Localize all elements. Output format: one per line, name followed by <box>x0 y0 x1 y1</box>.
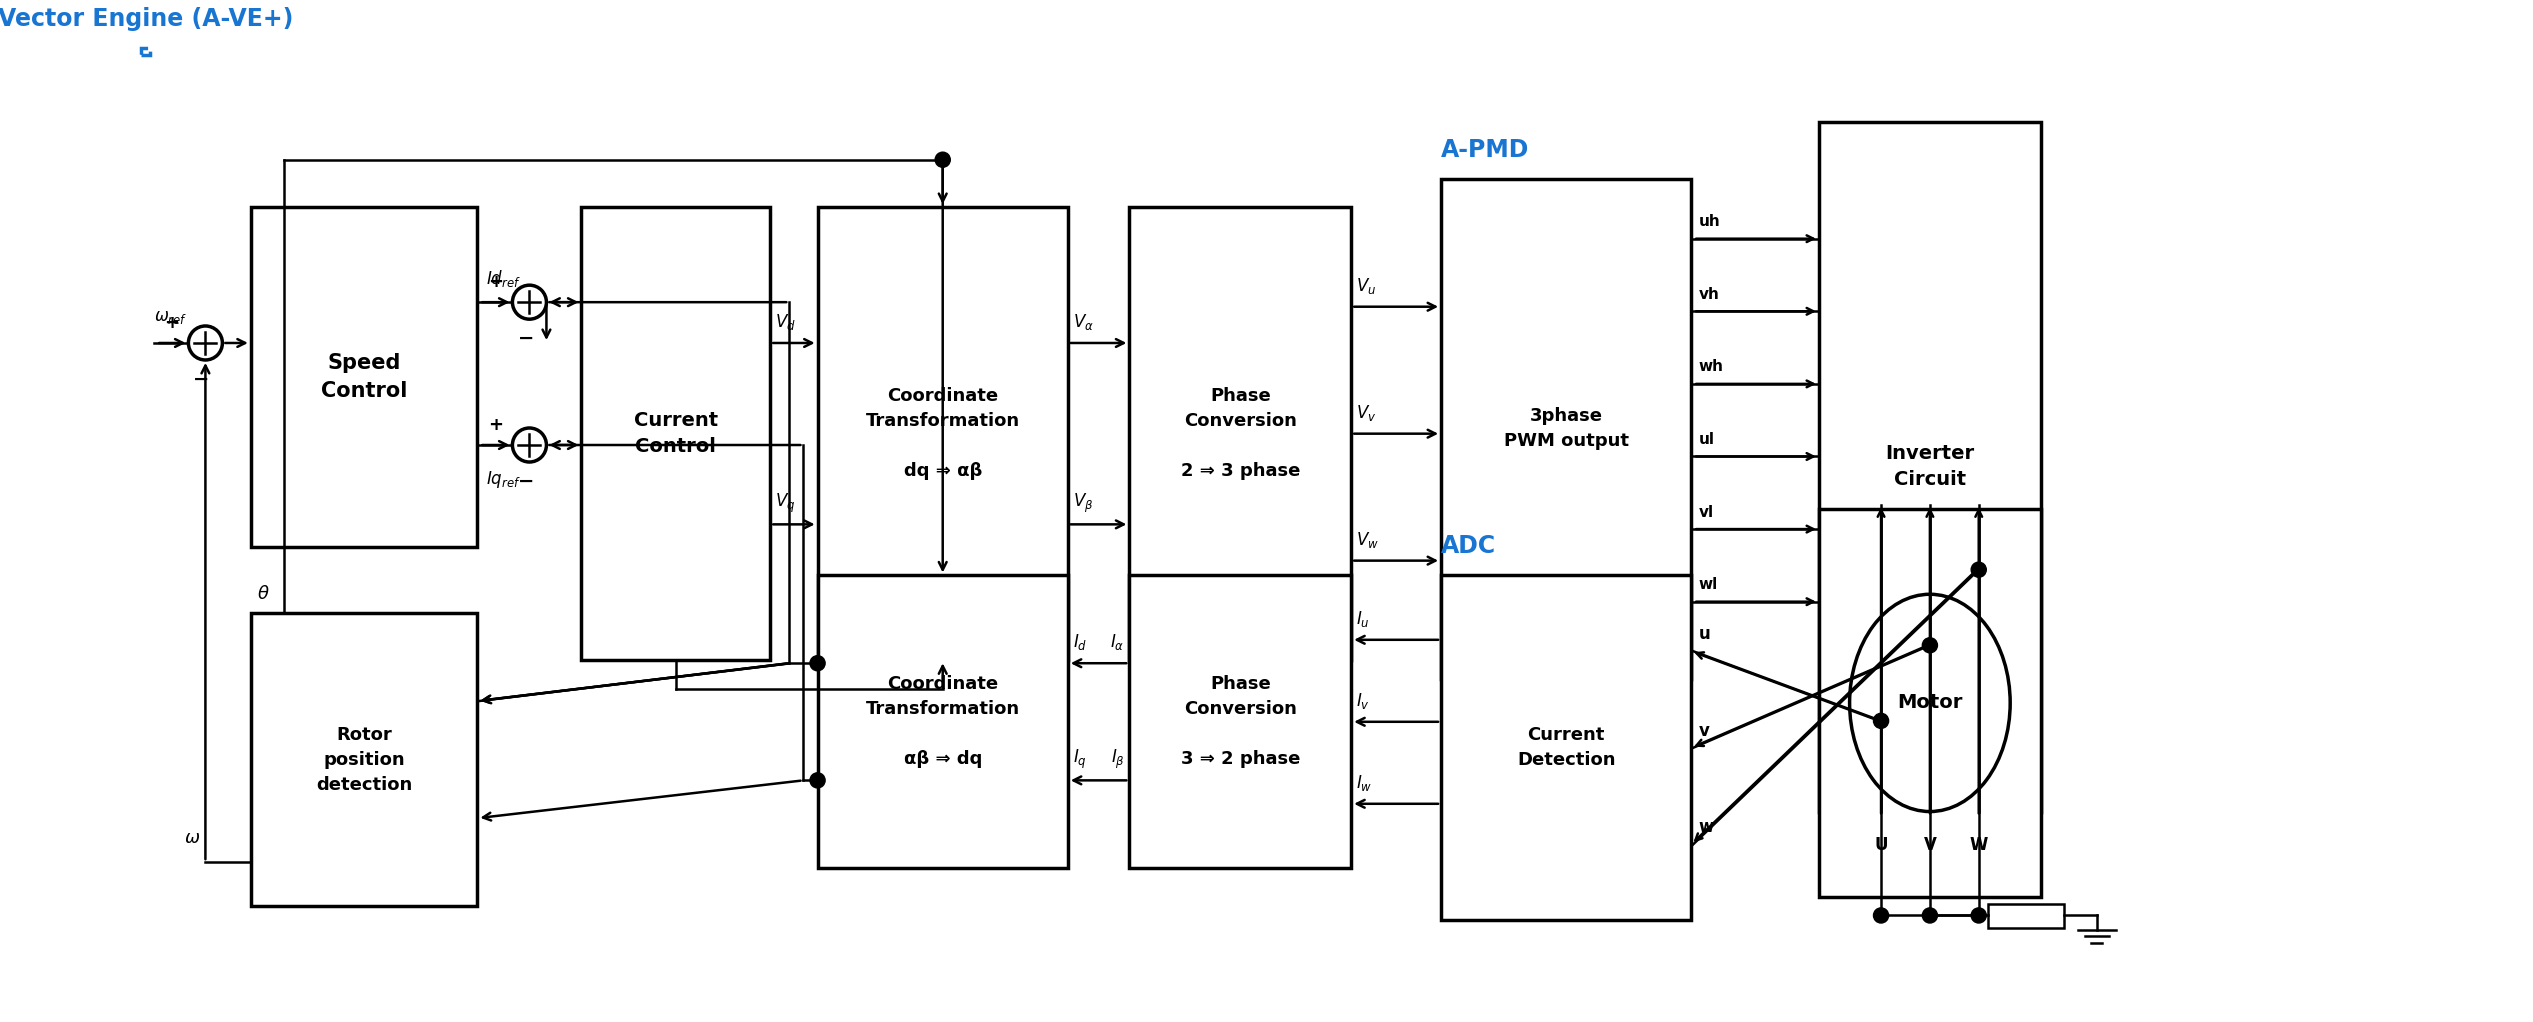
Text: Coordinate
Transformation

αβ ⇒ dq: Coordinate Transformation αβ ⇒ dq <box>866 676 1021 769</box>
Text: Rotor
position
detection: Rotor position detection <box>317 726 413 793</box>
Bar <box>818 575 1069 869</box>
Bar <box>1988 904 2064 928</box>
Circle shape <box>935 152 950 168</box>
Text: $V_\alpha$: $V_\alpha$ <box>1071 312 1094 332</box>
Text: $I_\beta$: $I_\beta$ <box>1109 748 1125 772</box>
Circle shape <box>1874 713 1890 729</box>
Text: v: v <box>1700 722 1710 740</box>
Text: Current
Control: Current Control <box>633 411 717 457</box>
Text: $Id_{ref}$: $Id_{ref}$ <box>486 268 522 289</box>
Text: +: + <box>489 416 504 433</box>
Circle shape <box>512 428 547 462</box>
Text: Inverter
Circuit: Inverter Circuit <box>1885 444 1973 490</box>
Text: Phase
Conversion

3 ⇒ 2 phase: Phase Conversion 3 ⇒ 2 phase <box>1180 676 1299 769</box>
Text: $\omega$: $\omega$ <box>185 830 200 847</box>
Circle shape <box>811 656 826 670</box>
Text: $I_q$: $I_q$ <box>1071 748 1087 772</box>
Text: vl: vl <box>1700 505 1715 519</box>
Text: ul: ul <box>1700 432 1715 447</box>
Text: Current
Detection: Current Detection <box>1517 727 1616 770</box>
Text: +: + <box>165 314 180 332</box>
Text: Vector Engine (A-VE+): Vector Engine (A-VE+) <box>0 7 294 32</box>
Text: $V_q$: $V_q$ <box>775 492 795 515</box>
Text: W: W <box>1971 836 1988 853</box>
Circle shape <box>512 285 547 319</box>
Text: A-PMD: A-PMD <box>1441 138 1530 161</box>
Text: w: w <box>1700 819 1715 836</box>
Bar <box>142 48 149 55</box>
Text: $Iq_{ref}$: $Iq_{ref}$ <box>486 469 522 490</box>
Text: +: + <box>489 273 504 291</box>
Text: ADC: ADC <box>1441 535 1497 558</box>
Text: Motor: Motor <box>1897 693 1963 712</box>
Bar <box>1441 179 1692 680</box>
Text: 3phase
PWM output: 3phase PWM output <box>1505 408 1629 451</box>
Bar <box>818 206 1069 660</box>
Bar <box>251 613 479 905</box>
Text: Phase
Conversion

2 ⇒ 3 phase: Phase Conversion 2 ⇒ 3 phase <box>1180 387 1299 480</box>
Text: V: V <box>1923 836 1935 853</box>
Circle shape <box>1971 562 1986 577</box>
Text: $V_d$: $V_d$ <box>775 312 795 332</box>
Text: −: − <box>193 369 210 388</box>
Text: −: − <box>517 329 534 347</box>
Circle shape <box>1971 908 1986 923</box>
Text: $I_\alpha$: $I_\alpha$ <box>1109 633 1125 652</box>
Text: $I_d$: $I_d$ <box>1071 633 1087 652</box>
Circle shape <box>187 326 223 360</box>
Circle shape <box>1874 908 1890 923</box>
Text: $I_v$: $I_v$ <box>1355 691 1370 711</box>
Circle shape <box>811 773 826 788</box>
Circle shape <box>1923 908 1938 923</box>
Text: wh: wh <box>1700 360 1725 374</box>
Text: wl: wl <box>1700 577 1717 592</box>
Text: $I_u$: $I_u$ <box>1355 609 1370 629</box>
Text: uh: uh <box>1700 215 1720 229</box>
Text: $V_v$: $V_v$ <box>1355 403 1375 423</box>
Text: Speed
Control: Speed Control <box>322 353 408 401</box>
Text: Coordinate
Transformation

dq ⇒ αβ: Coordinate Transformation dq ⇒ αβ <box>866 387 1021 480</box>
Text: $V_\beta$: $V_\beta$ <box>1071 492 1094 515</box>
Bar <box>251 206 479 547</box>
Bar <box>583 206 770 660</box>
Text: U: U <box>1874 836 1887 853</box>
Text: $\omega_{ref}$: $\omega_{ref}$ <box>155 308 187 326</box>
Bar <box>1819 122 2042 811</box>
Text: vh: vh <box>1700 287 1720 301</box>
Bar <box>1130 575 1350 869</box>
Text: −: − <box>517 471 534 491</box>
Text: $V_u$: $V_u$ <box>1355 276 1375 296</box>
Text: u: u <box>1700 625 1710 643</box>
Bar <box>1819 509 2042 896</box>
Text: $\theta$: $\theta$ <box>256 586 268 603</box>
Text: $V_w$: $V_w$ <box>1355 529 1378 550</box>
Text: $I_w$: $I_w$ <box>1355 773 1373 793</box>
Bar <box>1130 206 1350 660</box>
Bar <box>1441 575 1692 920</box>
Circle shape <box>1923 638 1938 653</box>
